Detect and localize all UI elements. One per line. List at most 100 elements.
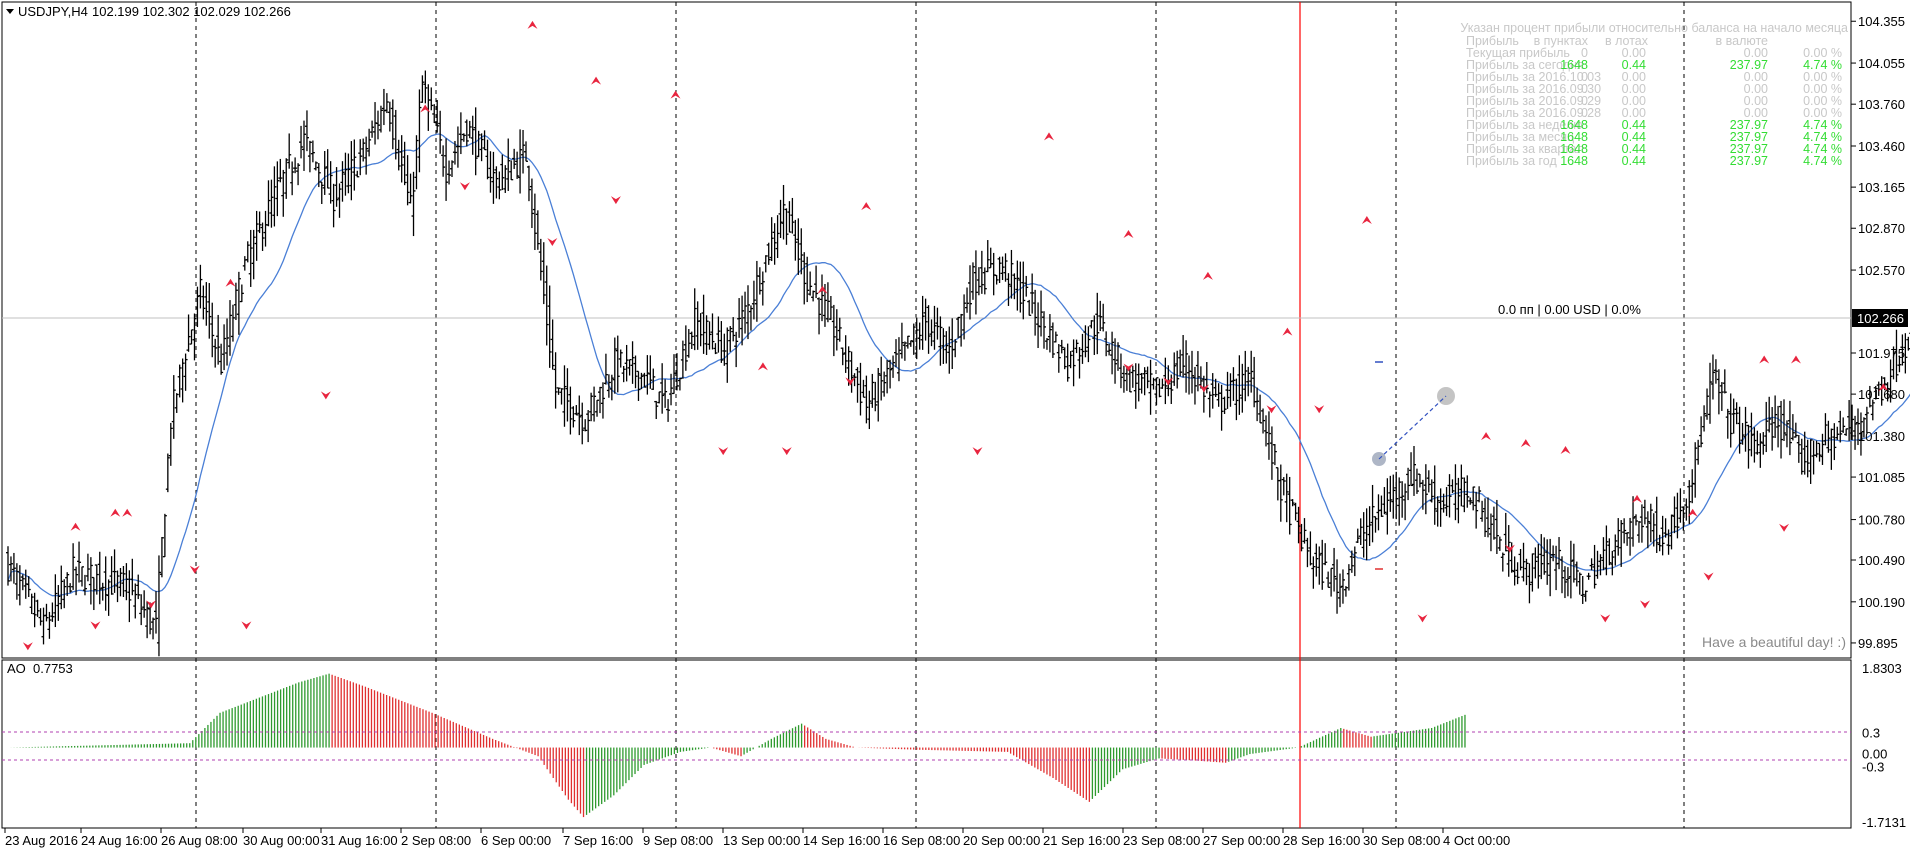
profit-row-money: 237.97 — [1729, 58, 1768, 72]
profit-row-label: Прибыль за 2016.09.28 — [1466, 106, 1602, 120]
price-bar — [1607, 538, 1612, 566]
price-bar — [1551, 545, 1556, 562]
price-bar — [384, 93, 389, 114]
price-bar — [722, 333, 727, 366]
price-bar — [1817, 442, 1822, 462]
price-bar — [1287, 476, 1292, 535]
price-bar — [1190, 350, 1194, 394]
price-bar — [828, 296, 833, 320]
profit-row-points: 0 — [1581, 82, 1588, 96]
profit-row-points: 1648 — [1560, 154, 1588, 168]
price-bar — [1577, 572, 1582, 595]
price-bar — [1782, 399, 1786, 442]
price-tick-label: 103.165 — [1858, 180, 1905, 195]
fractal-down-marker — [845, 377, 856, 386]
price-bar — [1388, 475, 1393, 512]
price-bar — [1071, 339, 1076, 387]
price-bar — [680, 340, 685, 379]
price-bar — [494, 166, 499, 199]
price-bar — [751, 280, 756, 320]
price-bar — [1568, 540, 1573, 599]
price-bar — [420, 75, 425, 103]
price-bar — [959, 313, 964, 347]
profit-row-label: Прибыль за сегодня — [1466, 58, 1584, 72]
price-bar — [1281, 477, 1286, 496]
price-bar — [82, 574, 87, 596]
price-bar — [313, 161, 318, 171]
price-bar — [1710, 354, 1715, 400]
price-bar — [121, 566, 126, 597]
price-bar — [1332, 547, 1337, 592]
price-bar — [245, 241, 250, 263]
price-bar — [1432, 465, 1437, 525]
price-bar — [1361, 512, 1366, 558]
price-tick-label: 104.055 — [1858, 56, 1905, 71]
price-bar — [1447, 474, 1452, 518]
price-bar — [441, 145, 446, 177]
price-bar — [870, 373, 875, 408]
price-bar — [1121, 365, 1126, 393]
price-bar — [1894, 329, 1899, 383]
price-bar — [677, 377, 682, 391]
price-bar — [811, 290, 816, 302]
indicator-panel[interactable] — [1, 659, 1852, 829]
price-bar — [162, 513, 167, 558]
dropdown-triangle-icon[interactable] — [6, 9, 14, 14]
price-bar — [1536, 543, 1541, 589]
order-markers[interactable] — [1372, 361, 1455, 570]
fractal-down-marker — [718, 447, 729, 456]
price-bar — [1305, 537, 1310, 568]
price-bar — [1790, 414, 1795, 441]
price-bar — [1181, 335, 1186, 378]
price-bar — [834, 309, 839, 351]
price-bar — [367, 128, 372, 157]
fractal-up-marker — [1481, 432, 1492, 441]
ao-tick-label: 1.8303 — [1862, 661, 1902, 676]
price-bar — [1515, 562, 1520, 585]
price-bar — [1465, 475, 1470, 508]
price-bar — [1160, 378, 1165, 389]
price-bar — [1308, 531, 1313, 566]
price-bar — [1400, 481, 1405, 518]
price-bar — [970, 262, 975, 300]
price-bar — [917, 322, 922, 350]
price-bar — [894, 339, 898, 368]
price-bar — [645, 355, 650, 395]
price-bar — [53, 574, 58, 628]
price-bar — [1441, 493, 1446, 513]
price-bar — [1450, 479, 1455, 493]
price-bar — [29, 593, 34, 614]
price-bar — [985, 240, 990, 273]
profit-row-points: 1648 — [1560, 58, 1588, 72]
time-tick-label: 23 Sep 08:00 — [1123, 833, 1200, 848]
price-bar — [1272, 444, 1277, 466]
price-bar — [1571, 543, 1576, 583]
price-bar — [1580, 576, 1585, 604]
price-bar — [1225, 371, 1230, 409]
price-bar — [1021, 261, 1026, 320]
price-bar — [1003, 253, 1008, 282]
price-bar — [1648, 503, 1653, 543]
fractal-up-marker — [110, 508, 121, 517]
indicator-axis[interactable]: 1.8303 0.3 0.00-0.3 -1.7131 — [1862, 661, 1906, 830]
price-bar — [1435, 496, 1440, 527]
price-bar — [225, 318, 230, 366]
price-axis[interactable]: 104.355 104.055 103.760 103.460 103.165 102.8… — [1851, 14, 1905, 651]
price-bar — [1118, 353, 1123, 389]
price-bar — [737, 298, 742, 338]
price-bar — [100, 582, 105, 601]
price-bar — [316, 163, 321, 188]
price-bar — [485, 139, 490, 180]
price-bar — [858, 362, 863, 416]
price-bar — [1722, 369, 1727, 394]
price-bar — [1716, 369, 1721, 415]
time-axis[interactable]: 23 Aug 2016 24 Aug 16:00 26 Aug 08:00 30 Au… — [4, 828, 1510, 848]
price-bar — [109, 556, 114, 595]
price-bar — [1678, 488, 1683, 523]
price-bar — [1530, 553, 1535, 592]
price-bar — [1000, 256, 1005, 280]
price-bar — [1349, 550, 1354, 573]
price-bar — [1201, 375, 1206, 413]
fractal-up-marker — [1560, 446, 1571, 455]
